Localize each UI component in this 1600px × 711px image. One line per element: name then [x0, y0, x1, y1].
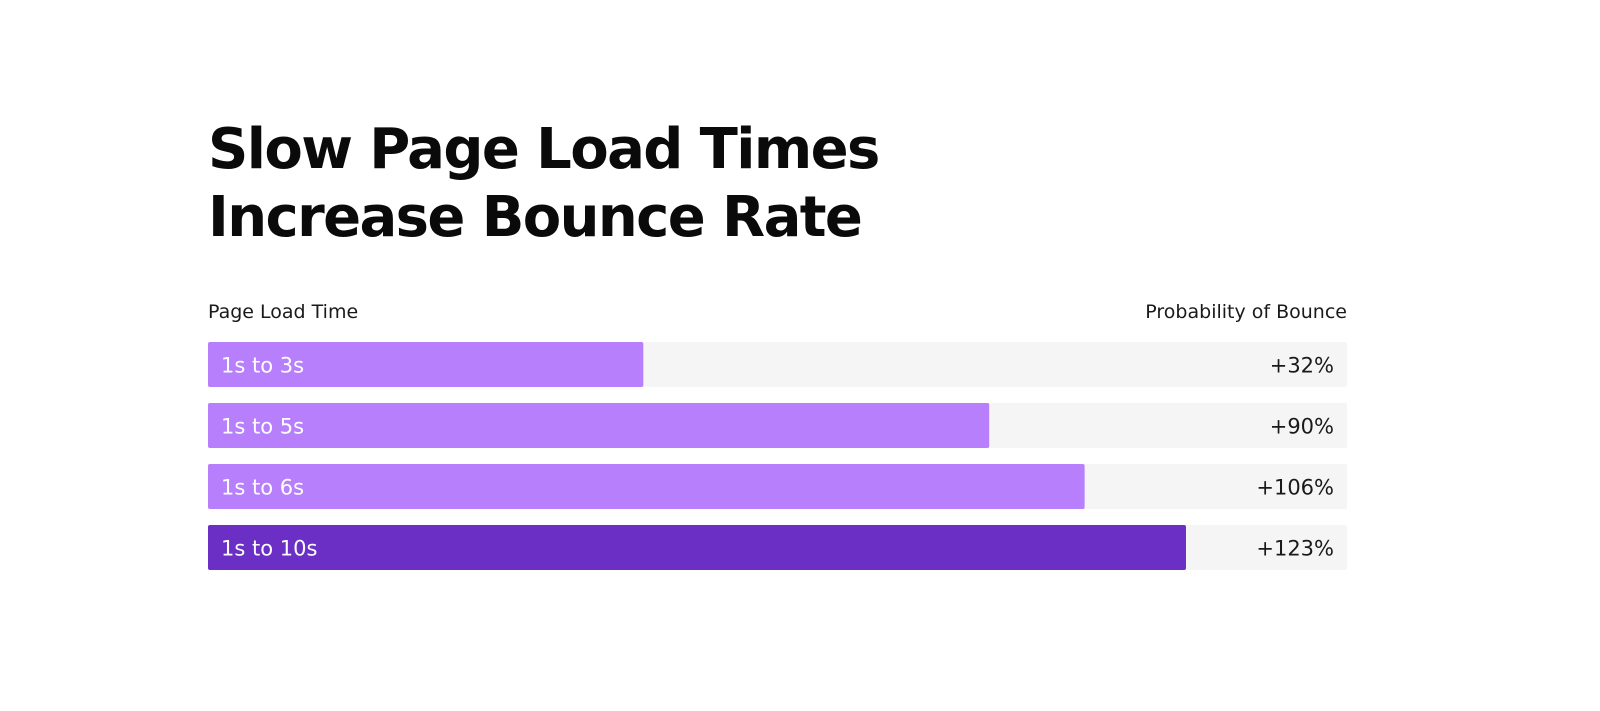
value-label-1s-to-10s: +123% — [1256, 537, 1334, 561]
bar-label-1s-to-6s: 1s to 6s — [221, 476, 304, 500]
bar-1s-to-5s — [208, 403, 990, 448]
x-axis-label: Page Load Time — [208, 301, 359, 323]
bar-1s-to-6s — [208, 464, 1085, 509]
bar-label-1s-to-10s: 1s to 10s — [221, 537, 317, 561]
bar-label-1s-to-5s: 1s to 5s — [221, 415, 304, 439]
bar-1s-to-3s — [208, 342, 644, 387]
bar-label-1s-to-3s: 1s to 3s — [221, 354, 304, 378]
value-label-1s-to-5s: +90% — [1270, 415, 1334, 439]
value-label-1s-to-3s: +32% — [1270, 354, 1334, 378]
bar-1s-to-10s — [208, 525, 1186, 570]
chart-title: Slow Page Load Times Increase Bounce Rat… — [208, 117, 880, 250]
y-axis-label: Probability of Bounce — [1145, 301, 1347, 323]
value-label-1s-to-6s: +106% — [1256, 476, 1334, 500]
